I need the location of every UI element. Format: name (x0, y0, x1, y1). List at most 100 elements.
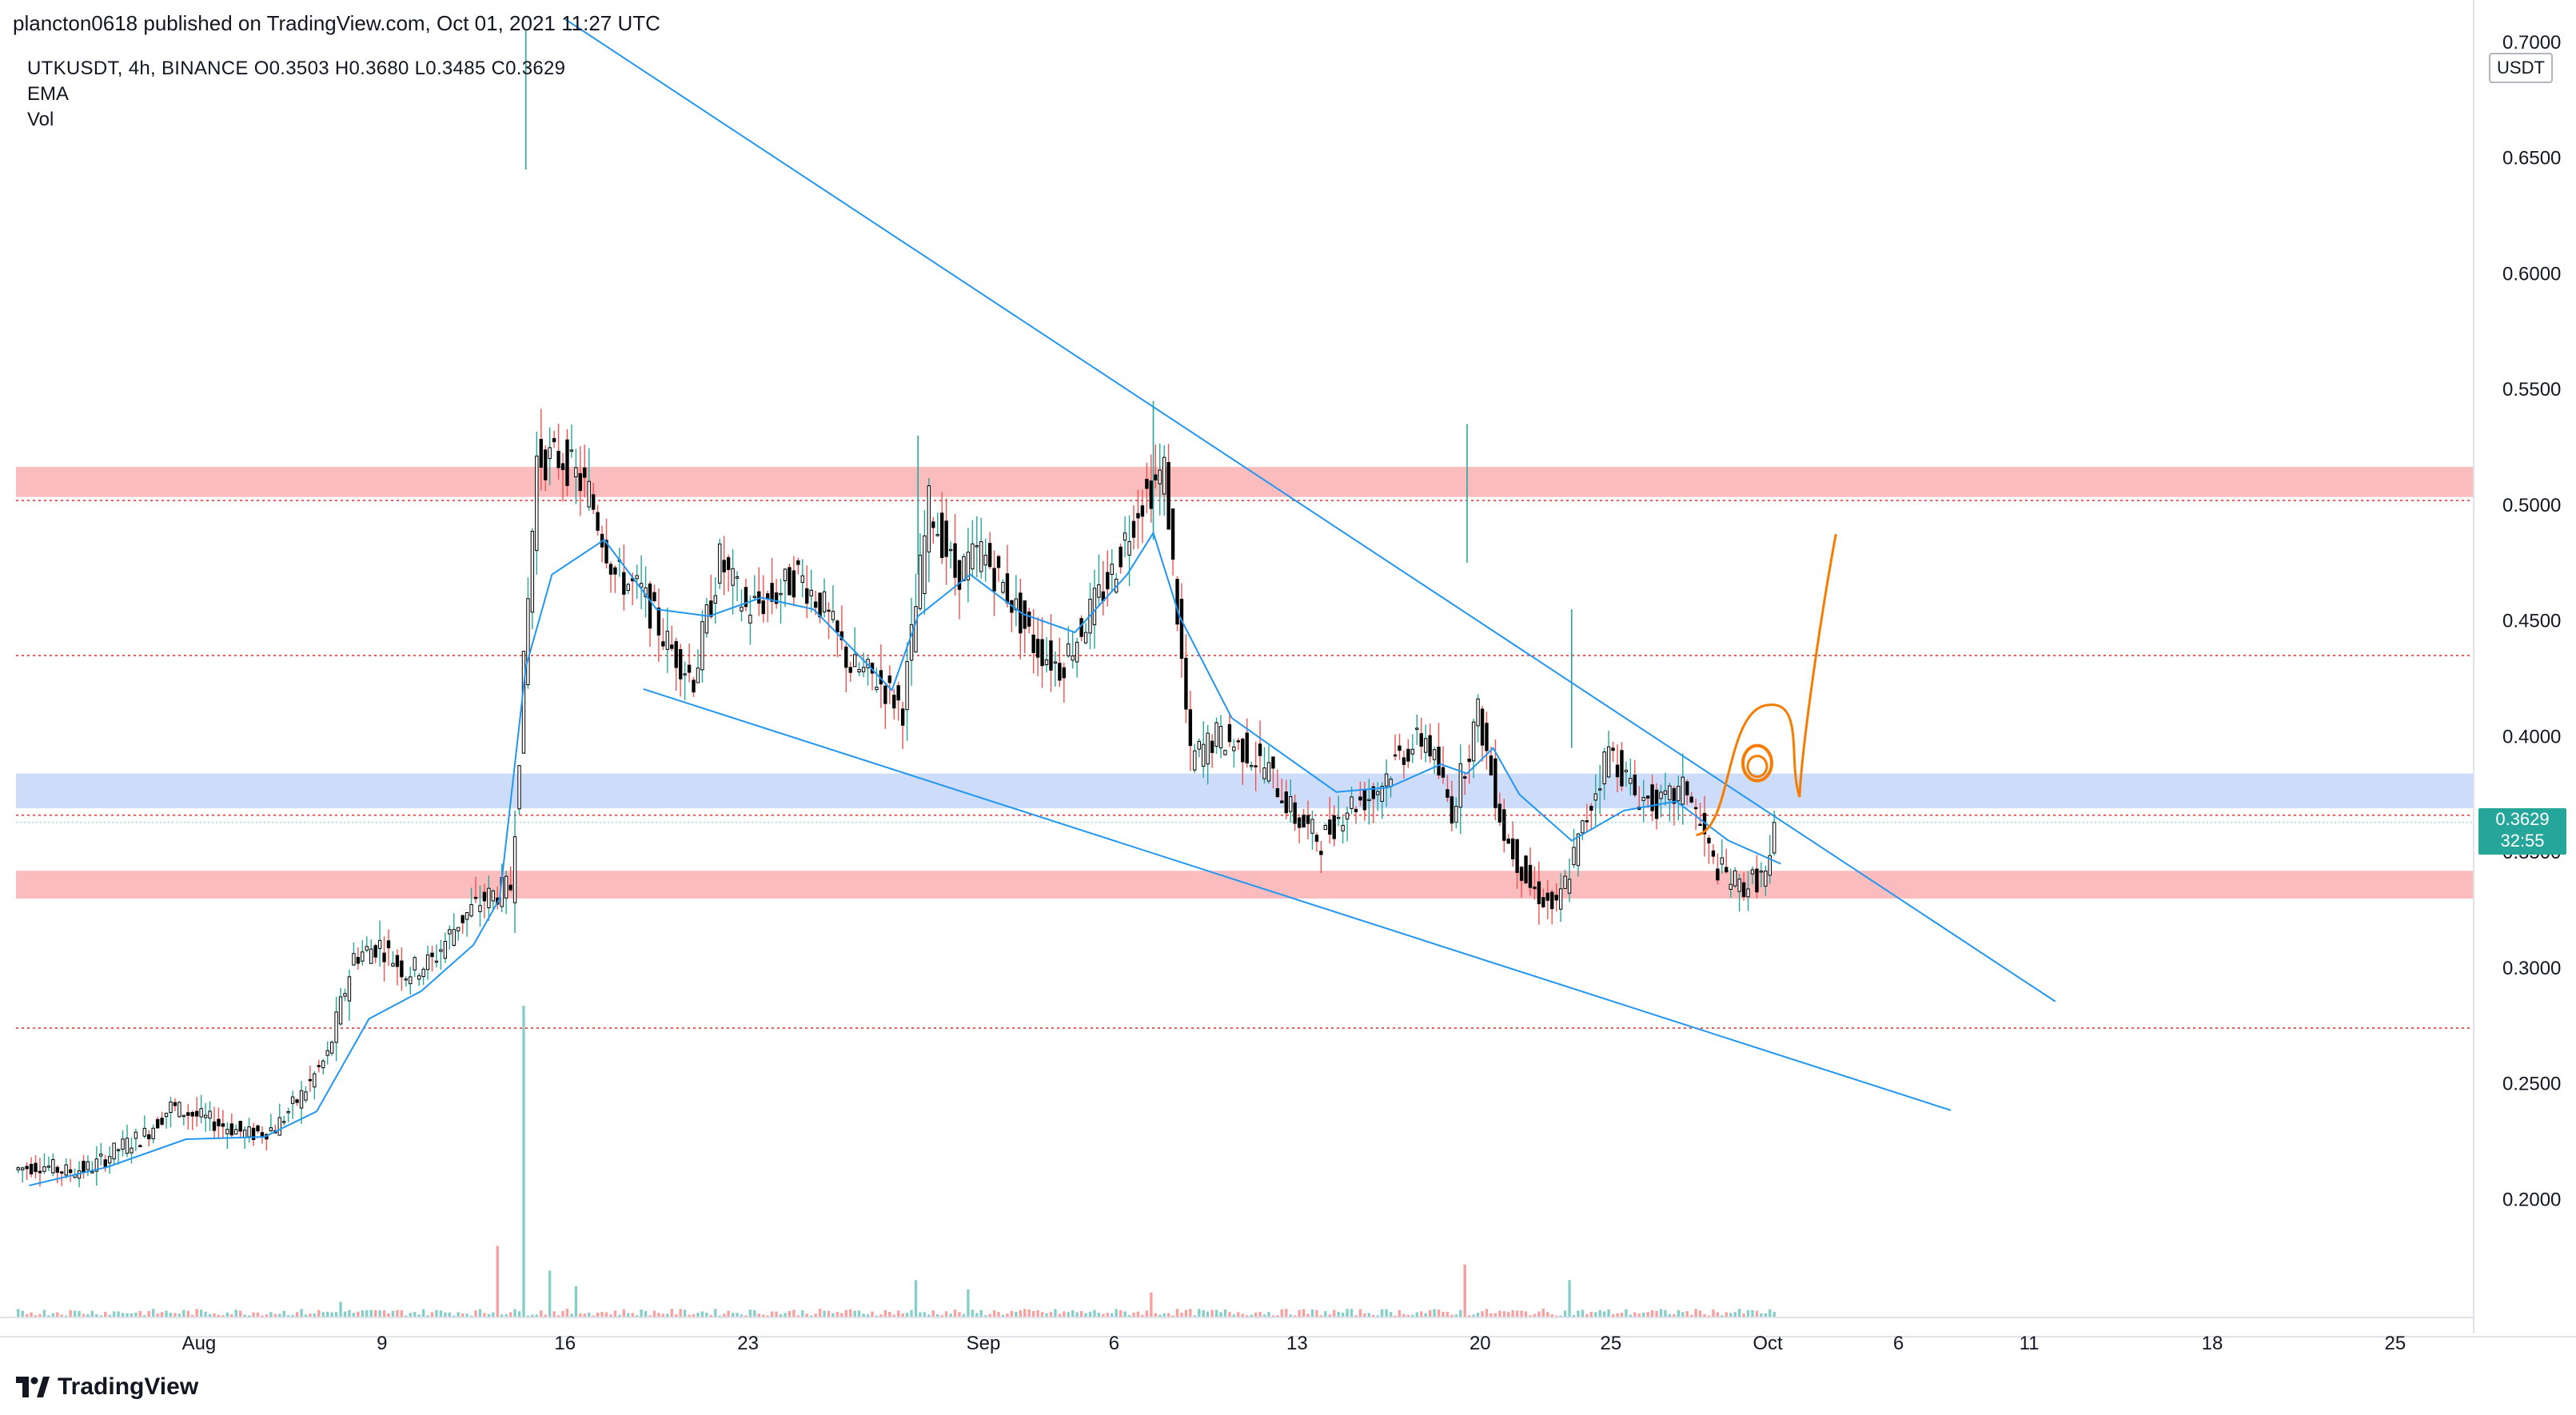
candle (1027, 608, 1031, 634)
candle-body (1759, 870, 1764, 873)
volume-bar (1237, 1312, 1240, 1317)
volume-bar (1363, 1313, 1366, 1317)
candle (1519, 866, 1524, 898)
candle (1480, 706, 1485, 762)
volume-bar (1180, 1312, 1183, 1317)
volume-bar (326, 1311, 329, 1317)
volume-bar (522, 1006, 525, 1317)
volume-bar (1141, 1314, 1144, 1317)
candle (304, 1086, 308, 1103)
candle (352, 942, 356, 967)
time-tick-label: 13 (1286, 1333, 1308, 1354)
price-tick-label: 0.2000 (2502, 1189, 2561, 1210)
candle (1310, 810, 1314, 850)
candle-body (1711, 850, 1716, 857)
volume-bar (300, 1309, 303, 1317)
volume-bar (1468, 1315, 1471, 1317)
currency-unit-badge[interactable]: USDT (2489, 53, 2553, 83)
trendlines[interactable] (564, 18, 2056, 1111)
volume-bar (849, 1309, 852, 1317)
candle-body (1567, 879, 1572, 894)
candle-body (1593, 793, 1597, 801)
candle-body (82, 1160, 86, 1173)
candle (656, 588, 661, 663)
candle (674, 637, 678, 691)
candle (409, 967, 413, 995)
candle-body (1693, 807, 1698, 810)
candle-body (1432, 749, 1437, 760)
volume-bar (1306, 1313, 1310, 1317)
tradingview-branding[interactable]: TradingView (16, 1373, 198, 1401)
candle (269, 1114, 273, 1133)
volume-bar (561, 1310, 564, 1317)
candle (1698, 803, 1702, 827)
volume-bar (779, 1313, 783, 1317)
volume-bar (387, 1313, 390, 1317)
volume-bar (134, 1312, 138, 1317)
trendline (564, 18, 2056, 1002)
candle (38, 1158, 42, 1187)
candle (752, 575, 757, 601)
candle-body (596, 512, 600, 531)
forecast-drawing[interactable] (1696, 533, 1837, 836)
candle (1245, 718, 1249, 768)
volume-bar (47, 1315, 50, 1317)
volume-indicator-label[interactable]: Vol (27, 109, 54, 130)
candle (530, 528, 535, 630)
candle (1266, 745, 1271, 784)
volume-bar (958, 1312, 961, 1317)
time-axis[interactable]: Aug 9 16 23 Sep 6 13 20 25 Oct 6 11 18 25 (182, 1333, 2407, 1354)
symbol-ohlc-line[interactable]: UTKUSDT, 4h, BINANCE O0.3503 H0.3680 L0.… (27, 58, 566, 79)
candle (329, 1040, 334, 1056)
candle (844, 644, 848, 693)
volume-bar (692, 1313, 696, 1317)
candle (544, 445, 548, 492)
candle-body (883, 685, 887, 704)
volume-bar (1036, 1310, 1039, 1317)
candle-body (29, 1163, 34, 1174)
candle (1083, 623, 1088, 645)
volume-bar (1280, 1309, 1284, 1317)
volume-bar (1568, 1280, 1571, 1317)
candle (827, 602, 831, 640)
volume-bar (1150, 1292, 1153, 1317)
candle-body (20, 1167, 25, 1170)
candle-body (234, 1129, 238, 1135)
candle (430, 946, 434, 972)
candle-body (1202, 743, 1206, 767)
candle (718, 538, 722, 589)
candle (587, 448, 591, 511)
volume-bar (862, 1313, 865, 1317)
price-tick-label: 0.7000 (2502, 32, 2561, 54)
candle (1284, 779, 1288, 819)
candle-body (1350, 796, 1354, 809)
candle (574, 448, 578, 504)
volume-bar (1581, 1309, 1585, 1317)
candle (155, 1117, 160, 1129)
candle (648, 580, 652, 648)
volume-bar (923, 1312, 927, 1317)
candle (957, 559, 962, 620)
volume-bar (321, 1312, 325, 1317)
volume-bar (1111, 1313, 1114, 1317)
candle-body (935, 534, 939, 536)
candle-body (831, 611, 835, 620)
candle-body (1398, 745, 1402, 751)
candle (134, 1128, 138, 1151)
candle (1319, 840, 1323, 874)
candle-body (247, 1126, 251, 1138)
candle-body (1241, 738, 1245, 763)
volume-bar (1655, 1310, 1658, 1317)
time-tick-label: Aug (182, 1333, 217, 1354)
volume-bar (1045, 1313, 1048, 1317)
volume-bar (1585, 1313, 1589, 1317)
candle-body (1729, 883, 1733, 890)
volume-bar (1367, 1313, 1371, 1317)
candle (1131, 505, 1136, 550)
volume-bar (1102, 1313, 1105, 1317)
volume-bar (666, 1313, 669, 1317)
price-axis[interactable]: 0.20000.25000.30000.35000.40000.45000.50… (16, 32, 2561, 1210)
ema-indicator-label[interactable]: EMA (27, 83, 70, 105)
candle (1467, 744, 1471, 784)
